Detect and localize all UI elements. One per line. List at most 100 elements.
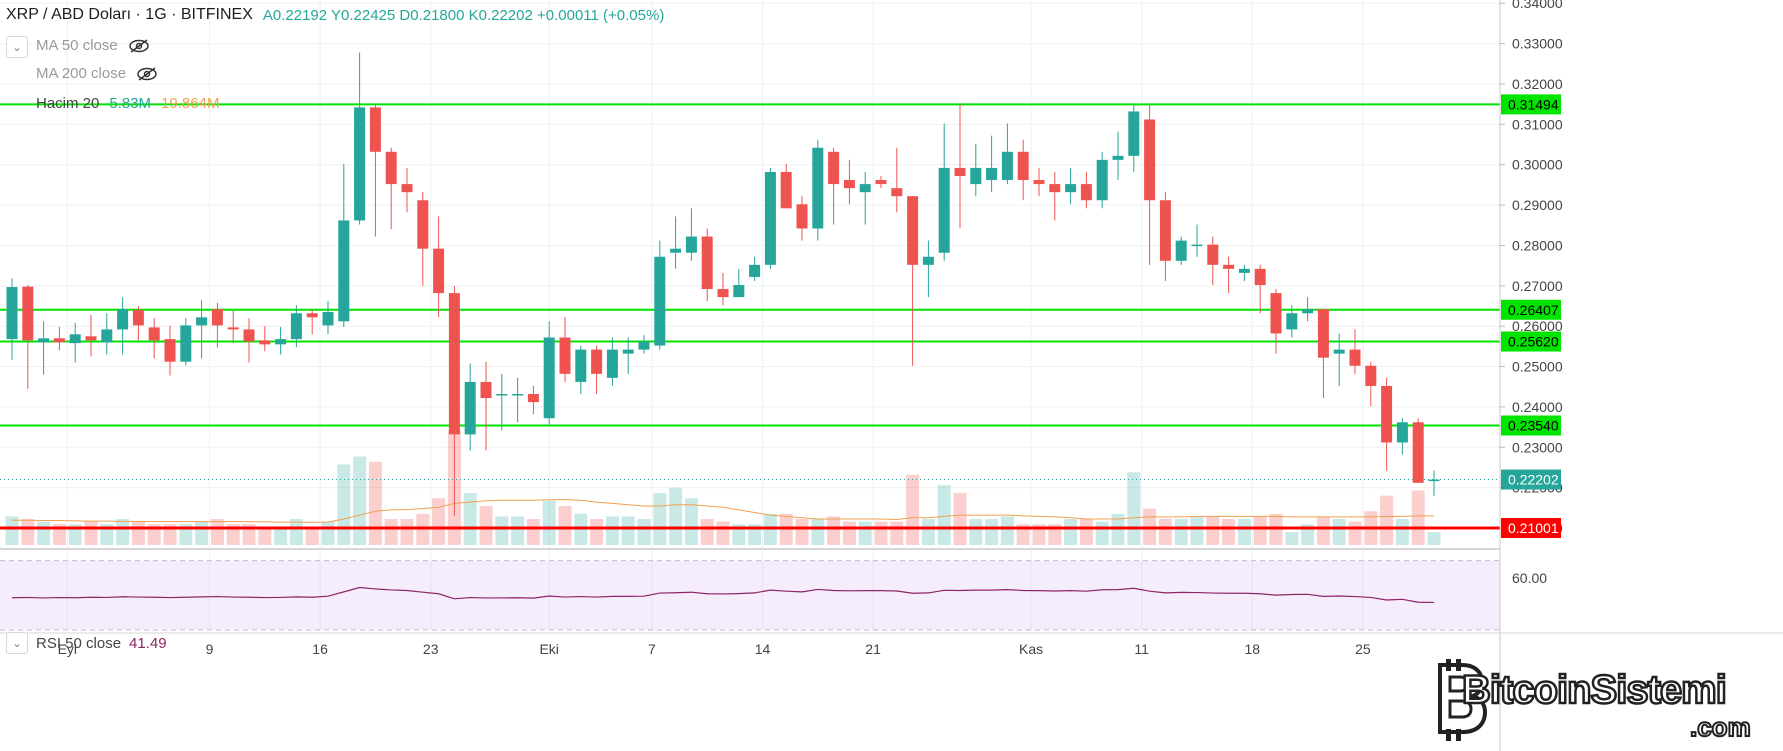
candle[interactable] [196,299,208,359]
rsi-header[interactable]: ⌄ RSI 50 close 41.49 [6,632,167,654]
candle-body[interactable] [1033,180,1045,185]
candle[interactable] [1238,264,1250,281]
candle[interactable] [575,345,587,395]
candle[interactable] [354,52,366,225]
candle-body[interactable] [606,349,618,378]
candle[interactable] [907,196,919,366]
candle-body[interactable] [385,151,397,185]
candle-body[interactable] [1065,184,1077,193]
candle[interactable] [1144,103,1156,265]
candle-body[interactable] [1333,349,1345,354]
candle-body[interactable] [812,147,824,229]
candle[interactable] [701,228,713,302]
candle-body[interactable] [859,184,871,193]
candle-body[interactable] [1302,309,1314,314]
candle[interactable] [101,313,113,355]
candle-body[interactable] [670,248,682,253]
candle-body[interactable] [117,309,129,330]
candle-body[interactable] [891,188,903,197]
candle-body[interactable] [322,312,334,326]
time-axis[interactable]: Eyl 9 16 23 Eki 7 14 21 Kas 11 18 25 [58,641,1371,657]
candle-body[interactable] [227,327,239,330]
candle[interactable] [464,363,476,451]
candle-body[interactable] [496,394,508,396]
candle[interactable] [1254,264,1266,314]
candle[interactable] [148,318,160,359]
candle[interactable] [922,240,934,298]
candle-body[interactable] [85,336,97,341]
candle-body[interactable] [701,236,713,290]
candle-body[interactable] [796,204,808,229]
candle-body[interactable] [69,334,81,344]
candle[interactable] [417,192,429,286]
candlestick-series[interactable] [6,52,1440,516]
candle-body[interactable] [464,381,476,435]
price-axis[interactable]: 0.34000 0.33000 0.32000 0.31000 0.30000 0.290… [1499,0,1563,751]
candle-body[interactable] [1428,479,1440,482]
candle-body[interactable] [1381,385,1393,443]
candle-body[interactable] [290,313,302,340]
candle-body[interactable] [843,180,855,189]
candle[interactable] [828,147,840,225]
candle-body[interactable] [970,167,982,185]
candle-body[interactable] [559,337,571,374]
indicator-ma200[interactable]: MA 200 close [36,65,158,82]
candle[interactable] [38,321,50,375]
chevron-down-icon[interactable]: ⌄ [6,632,28,654]
candle[interactable] [6,278,18,360]
candle-body[interactable] [259,340,271,345]
candle-body[interactable] [211,309,223,326]
candle-body[interactable] [1175,240,1187,261]
eye-off-icon[interactable] [128,38,150,53]
candle[interactable] [622,337,634,374]
candle[interactable] [859,171,871,225]
candle[interactable] [938,123,950,261]
candle[interactable] [117,297,129,355]
candle[interactable] [638,335,650,354]
candle[interactable] [69,322,81,363]
candle[interactable] [1223,256,1235,294]
candle[interactable] [496,373,508,431]
candle-body[interactable] [638,341,650,350]
candle[interactable] [986,135,998,193]
candle[interactable] [369,104,381,237]
indicator-volume[interactable]: Hacim 20 5.83M 19.864M [36,95,219,112]
candle-body[interactable] [180,325,192,362]
candle-body[interactable] [401,184,413,193]
candle[interactable] [338,163,350,327]
candle[interactable] [180,318,192,366]
candle[interactable] [1112,131,1124,181]
candle-body[interactable] [1080,184,1092,201]
candle[interactable] [543,321,555,427]
candle[interactable] [970,143,982,197]
candle[interactable] [1396,418,1408,455]
candle-body[interactable] [1112,155,1124,160]
candle-body[interactable] [1238,268,1250,273]
candle-body[interactable] [148,327,160,341]
candle-body[interactable] [543,337,555,419]
candle-body[interactable] [780,171,792,209]
candle-body[interactable] [1396,422,1408,443]
candle[interactable] [1365,361,1377,407]
candle-body[interactable] [938,167,950,253]
collapse-indicators-button[interactable]: ⌄ [6,36,28,58]
candle[interactable] [891,147,903,213]
candle[interactable] [1381,377,1393,471]
candle-body[interactable] [22,286,34,341]
candle[interactable] [670,216,682,269]
candle-body[interactable] [764,171,776,265]
candle[interactable] [1065,167,1077,205]
candle[interactable] [480,361,492,451]
candle[interactable] [875,176,887,189]
candle[interactable] [591,345,603,395]
candle-body[interactable] [306,313,318,318]
candle[interactable] [85,314,97,357]
candle[interactable] [1302,297,1314,322]
candle-body[interactable] [53,338,65,343]
candle-body[interactable] [1223,264,1235,269]
candle[interactable] [1333,333,1345,386]
candle[interactable] [1033,167,1045,197]
candle-body[interactable] [749,264,761,277]
candle-body[interactable] [132,310,144,326]
